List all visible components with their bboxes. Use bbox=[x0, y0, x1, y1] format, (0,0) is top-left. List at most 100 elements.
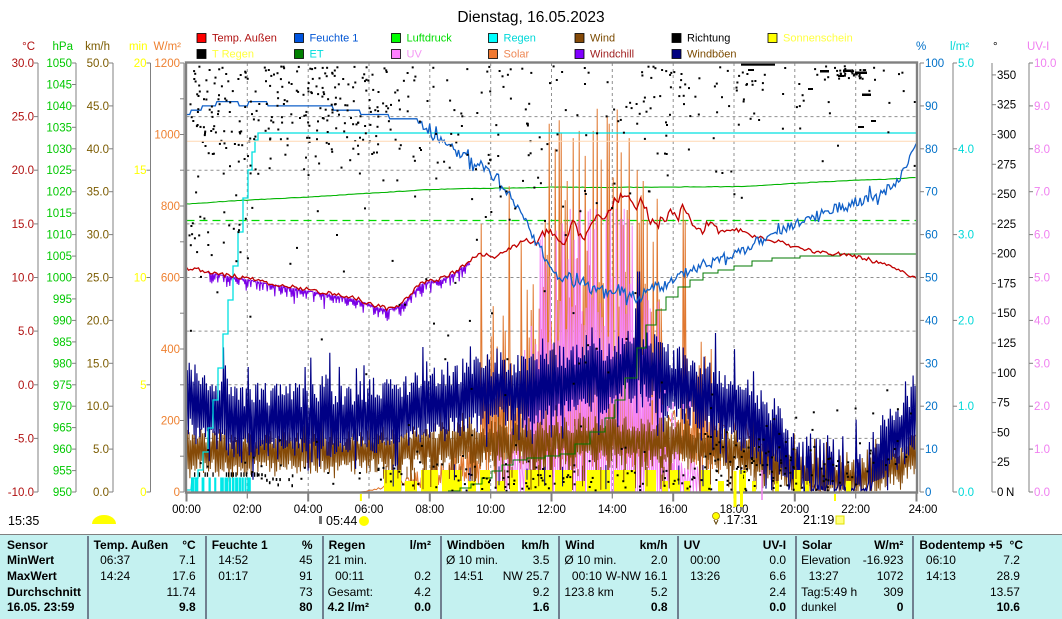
svg-text:15: 15 bbox=[134, 165, 147, 177]
svg-text:2.0: 2.0 bbox=[958, 315, 974, 327]
svg-text:100: 100 bbox=[925, 58, 944, 70]
svg-text:990: 990 bbox=[53, 315, 72, 327]
svg-text:15:35: 15:35 bbox=[8, 514, 39, 528]
svg-text:.17:31: .17:31 bbox=[723, 513, 758, 527]
svg-text:N: N bbox=[1006, 487, 1014, 499]
svg-text:Wind: Wind bbox=[590, 33, 615, 45]
svg-text:5.0: 5.0 bbox=[1034, 273, 1050, 285]
svg-text:30.0: 30.0 bbox=[12, 58, 34, 70]
svg-text:50: 50 bbox=[997, 427, 1010, 439]
svg-text:15.0: 15.0 bbox=[12, 219, 34, 231]
svg-text:20: 20 bbox=[925, 401, 938, 413]
svg-text:1040: 1040 bbox=[46, 101, 72, 113]
svg-text:960: 960 bbox=[53, 444, 72, 456]
svg-text:970: 970 bbox=[53, 401, 72, 413]
svg-text:°C: °C bbox=[22, 41, 35, 53]
svg-text:10: 10 bbox=[134, 273, 147, 285]
svg-text:l/m²: l/m² bbox=[950, 41, 969, 53]
svg-text:250: 250 bbox=[997, 189, 1016, 201]
svg-text:1005: 1005 bbox=[46, 251, 72, 263]
svg-text:0: 0 bbox=[174, 487, 180, 499]
svg-text:3.0: 3.0 bbox=[1034, 358, 1050, 370]
svg-text:25.0: 25.0 bbox=[87, 273, 109, 285]
svg-text:6.0: 6.0 bbox=[1034, 230, 1050, 242]
svg-text:%: % bbox=[916, 41, 926, 53]
svg-text:200: 200 bbox=[997, 249, 1016, 261]
svg-text:225: 225 bbox=[997, 219, 1016, 231]
svg-text:30: 30 bbox=[925, 358, 938, 370]
svg-text:km/h: km/h bbox=[85, 41, 110, 53]
svg-text:14:00: 14:00 bbox=[598, 504, 627, 516]
svg-text:1.0: 1.0 bbox=[958, 401, 974, 413]
svg-text:1015: 1015 bbox=[46, 208, 72, 220]
svg-text:75: 75 bbox=[997, 398, 1010, 410]
svg-text:30.0: 30.0 bbox=[87, 230, 109, 242]
svg-text:985: 985 bbox=[53, 337, 72, 349]
svg-text:0: 0 bbox=[140, 487, 146, 499]
svg-text:UV: UV bbox=[407, 49, 423, 61]
svg-text:Regen: Regen bbox=[504, 33, 536, 45]
svg-text:400: 400 bbox=[161, 344, 180, 356]
svg-text:Luftdruck: Luftdruck bbox=[407, 33, 453, 45]
svg-text:300: 300 bbox=[997, 130, 1016, 142]
svg-text:1020: 1020 bbox=[46, 187, 72, 199]
svg-text:25: 25 bbox=[997, 457, 1010, 469]
svg-text:1035: 1035 bbox=[46, 122, 72, 134]
svg-text:0.0: 0.0 bbox=[1034, 487, 1050, 499]
svg-text:24:00: 24:00 bbox=[909, 504, 938, 516]
svg-text:1.0: 1.0 bbox=[1034, 444, 1050, 456]
svg-text:3.0: 3.0 bbox=[958, 230, 974, 242]
svg-text:UV-I: UV-I bbox=[1027, 41, 1049, 53]
svg-text:0: 0 bbox=[997, 487, 1003, 499]
svg-text:Feuchte 1: Feuchte 1 bbox=[310, 33, 359, 45]
svg-text:20: 20 bbox=[134, 58, 147, 70]
svg-text:9.0: 9.0 bbox=[1034, 101, 1050, 113]
svg-text:90: 90 bbox=[925, 101, 938, 113]
svg-text:975: 975 bbox=[53, 380, 72, 392]
svg-text:325: 325 bbox=[997, 100, 1016, 112]
svg-text:4.0: 4.0 bbox=[958, 144, 974, 156]
svg-text:4.0: 4.0 bbox=[1034, 315, 1050, 327]
svg-text:350: 350 bbox=[997, 70, 1016, 82]
svg-text:800: 800 bbox=[161, 201, 180, 213]
svg-text:1050: 1050 bbox=[46, 58, 72, 70]
svg-text:1000: 1000 bbox=[154, 130, 180, 142]
svg-text:70: 70 bbox=[925, 187, 938, 199]
svg-text:965: 965 bbox=[53, 423, 72, 435]
svg-text:Sonnenschein: Sonnenschein bbox=[783, 33, 853, 45]
svg-text:1045: 1045 bbox=[46, 80, 72, 92]
svg-text:-5.0: -5.0 bbox=[14, 433, 34, 445]
svg-text:5.0: 5.0 bbox=[18, 326, 34, 338]
svg-text:600: 600 bbox=[161, 273, 180, 285]
svg-text:955: 955 bbox=[53, 466, 72, 478]
svg-text:Solar: Solar bbox=[504, 49, 530, 61]
svg-text:20.0: 20.0 bbox=[12, 165, 34, 177]
svg-text:80: 80 bbox=[925, 144, 938, 156]
svg-text:21:19: 21:19 bbox=[803, 513, 834, 527]
svg-text:Windchill: Windchill bbox=[590, 49, 634, 61]
svg-text:15.0: 15.0 bbox=[87, 358, 109, 370]
svg-text:16:00: 16:00 bbox=[659, 504, 688, 516]
svg-text:min: min bbox=[129, 41, 148, 53]
svg-text:40.0: 40.0 bbox=[87, 144, 109, 156]
svg-text:25.0: 25.0 bbox=[12, 112, 34, 124]
svg-text:Richtung: Richtung bbox=[687, 33, 730, 45]
svg-text:50: 50 bbox=[925, 273, 938, 285]
svg-text:0: 0 bbox=[925, 487, 931, 499]
svg-text:1000: 1000 bbox=[46, 273, 72, 285]
svg-text:40: 40 bbox=[925, 315, 938, 327]
svg-text:1030: 1030 bbox=[46, 144, 72, 156]
svg-text:1200: 1200 bbox=[154, 58, 180, 70]
svg-text:10.0: 10.0 bbox=[87, 401, 109, 413]
svg-text:200: 200 bbox=[161, 416, 180, 428]
svg-text:°: ° bbox=[993, 41, 998, 53]
svg-text:22:00: 22:00 bbox=[841, 504, 870, 516]
svg-text:275: 275 bbox=[997, 159, 1016, 171]
svg-text:00:00: 00:00 bbox=[172, 504, 201, 516]
svg-text:12:00: 12:00 bbox=[537, 504, 566, 516]
svg-text:45.0: 45.0 bbox=[87, 101, 109, 113]
svg-text:10: 10 bbox=[925, 444, 938, 456]
svg-text:02:00: 02:00 bbox=[233, 504, 262, 516]
svg-text:1010: 1010 bbox=[46, 230, 72, 242]
svg-text:2.0: 2.0 bbox=[1034, 401, 1050, 413]
